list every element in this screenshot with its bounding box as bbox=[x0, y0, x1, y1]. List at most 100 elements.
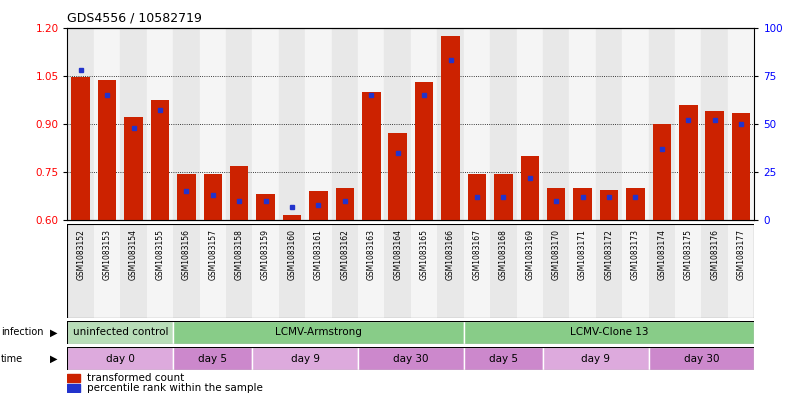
Bar bbox=[147, 28, 173, 220]
Text: GSM1083155: GSM1083155 bbox=[156, 229, 164, 280]
Bar bbox=[705, 111, 724, 220]
Text: GSM1083153: GSM1083153 bbox=[102, 229, 112, 280]
Bar bbox=[464, 321, 754, 344]
Bar bbox=[437, 28, 464, 220]
Bar bbox=[543, 224, 569, 318]
Bar bbox=[468, 174, 486, 220]
Bar bbox=[98, 81, 117, 220]
Text: GSM1083158: GSM1083158 bbox=[235, 229, 244, 279]
Text: GSM1083168: GSM1083168 bbox=[499, 229, 508, 279]
Bar bbox=[230, 165, 249, 220]
Bar bbox=[675, 224, 701, 318]
Bar bbox=[732, 112, 750, 220]
Bar bbox=[596, 28, 622, 220]
Bar bbox=[199, 224, 226, 318]
Bar bbox=[464, 28, 490, 220]
Bar bbox=[622, 28, 649, 220]
Text: day 30: day 30 bbox=[684, 354, 719, 364]
Text: GSM1083170: GSM1083170 bbox=[552, 229, 561, 280]
Bar bbox=[305, 28, 332, 220]
Text: LCMV-Clone 13: LCMV-Clone 13 bbox=[570, 327, 648, 338]
Bar bbox=[490, 28, 517, 220]
Text: GSM1083160: GSM1083160 bbox=[287, 229, 296, 280]
Bar bbox=[67, 384, 80, 392]
Text: GSM1083169: GSM1083169 bbox=[526, 229, 534, 280]
Bar bbox=[547, 188, 565, 220]
Text: GSM1083163: GSM1083163 bbox=[367, 229, 376, 280]
Bar bbox=[173, 347, 252, 370]
Bar bbox=[701, 28, 728, 220]
Text: GSM1083167: GSM1083167 bbox=[472, 229, 481, 280]
Text: GSM1083166: GSM1083166 bbox=[446, 229, 455, 280]
Bar bbox=[67, 374, 80, 382]
Bar bbox=[279, 224, 305, 318]
Bar bbox=[332, 28, 358, 220]
Bar bbox=[490, 224, 517, 318]
Bar bbox=[67, 28, 94, 220]
Bar bbox=[728, 224, 754, 318]
Bar bbox=[573, 188, 592, 220]
Bar bbox=[121, 28, 147, 220]
Bar bbox=[332, 224, 358, 318]
Bar bbox=[649, 28, 675, 220]
Bar bbox=[256, 195, 275, 220]
Text: percentile rank within the sample: percentile rank within the sample bbox=[87, 383, 263, 393]
Bar bbox=[464, 224, 490, 318]
Bar bbox=[410, 28, 437, 220]
Bar bbox=[569, 224, 596, 318]
Text: time: time bbox=[1, 354, 23, 364]
Bar bbox=[728, 28, 754, 220]
Text: LCMV-Armstrong: LCMV-Armstrong bbox=[275, 327, 362, 338]
Text: day 9: day 9 bbox=[291, 354, 320, 364]
Text: GSM1083161: GSM1083161 bbox=[314, 229, 323, 279]
Bar bbox=[283, 215, 301, 220]
Bar bbox=[679, 105, 697, 220]
Text: GSM1083172: GSM1083172 bbox=[604, 229, 614, 279]
Bar bbox=[67, 224, 94, 318]
Bar bbox=[151, 100, 169, 220]
Bar bbox=[521, 156, 539, 220]
Text: GSM1083165: GSM1083165 bbox=[419, 229, 429, 280]
Bar bbox=[173, 224, 199, 318]
Bar bbox=[649, 224, 675, 318]
Bar bbox=[464, 347, 543, 370]
Bar bbox=[125, 118, 143, 220]
Bar bbox=[173, 321, 464, 344]
Bar bbox=[199, 28, 226, 220]
Bar bbox=[173, 28, 199, 220]
Bar bbox=[94, 28, 121, 220]
Bar bbox=[517, 28, 543, 220]
Bar bbox=[649, 347, 754, 370]
Bar bbox=[543, 347, 649, 370]
Bar bbox=[279, 28, 305, 220]
Bar bbox=[226, 224, 252, 318]
Bar bbox=[653, 124, 671, 220]
Bar bbox=[414, 82, 434, 220]
Text: GSM1083175: GSM1083175 bbox=[684, 229, 692, 280]
Bar bbox=[358, 347, 464, 370]
Text: day 5: day 5 bbox=[198, 354, 227, 364]
Text: GSM1083154: GSM1083154 bbox=[129, 229, 138, 280]
Bar bbox=[252, 224, 279, 318]
Bar bbox=[67, 347, 173, 370]
Bar bbox=[67, 321, 173, 344]
Text: infection: infection bbox=[1, 327, 44, 338]
Bar bbox=[226, 28, 252, 220]
Text: GSM1083176: GSM1083176 bbox=[710, 229, 719, 280]
Bar bbox=[622, 224, 649, 318]
Bar bbox=[336, 188, 354, 220]
Text: GSM1083173: GSM1083173 bbox=[631, 229, 640, 280]
Text: GDS4556 / 10582719: GDS4556 / 10582719 bbox=[67, 12, 202, 25]
Bar bbox=[252, 347, 358, 370]
Bar bbox=[569, 28, 596, 220]
Bar bbox=[309, 191, 328, 220]
Bar bbox=[411, 224, 437, 318]
Bar bbox=[437, 224, 464, 318]
Bar bbox=[147, 224, 173, 318]
Bar bbox=[358, 28, 384, 220]
Text: ▶: ▶ bbox=[50, 327, 57, 338]
Text: GSM1083162: GSM1083162 bbox=[341, 229, 349, 279]
Text: day 9: day 9 bbox=[581, 354, 611, 364]
Bar bbox=[543, 28, 569, 220]
Bar bbox=[494, 174, 513, 220]
